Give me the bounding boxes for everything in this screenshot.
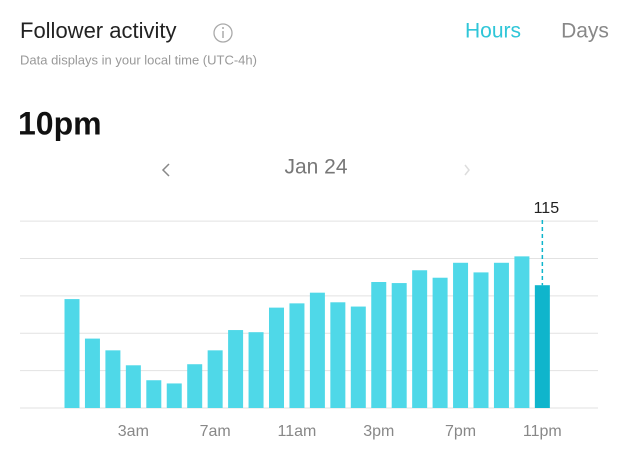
bar [371, 282, 387, 408]
info-icon[interactable] [213, 23, 233, 43]
bar [84, 338, 100, 408]
next-arrow[interactable] [464, 164, 470, 176]
bar [146, 380, 162, 408]
bar [289, 303, 305, 408]
title: Follower activity [20, 18, 176, 43]
x-tick-label: 11pm [523, 423, 562, 440]
bar [207, 350, 223, 408]
bar [432, 277, 448, 408]
tab[interactable]: Days [561, 20, 609, 43]
bar [269, 307, 284, 408]
subtitle: Data displays in your local time (UTC-4h… [20, 52, 257, 67]
bar [125, 365, 141, 408]
info-circle [213, 23, 233, 43]
value-label: 115 [534, 200, 560, 217]
x-tick-label: 11am [278, 423, 317, 440]
bar [493, 262, 509, 408]
bar [64, 299, 80, 408]
bar [473, 272, 489, 408]
bar [534, 285, 550, 408]
bar [105, 350, 121, 408]
x-tick-label: 3am [118, 423, 149, 440]
bar [166, 383, 182, 408]
bar [412, 270, 428, 408]
x-tick-label: 7am [200, 423, 231, 440]
bar [350, 306, 366, 408]
bar [514, 256, 530, 408]
x-tick-label: 3pm [363, 423, 394, 440]
bar [228, 330, 244, 408]
bar [453, 262, 469, 408]
date-label: Jan 24 [284, 156, 347, 179]
bar [309, 292, 325, 408]
prev-arrow[interactable] [161, 163, 170, 177]
bar [330, 302, 346, 408]
x-tick-label: 7pm [445, 423, 476, 440]
tab[interactable]: Hours [465, 20, 521, 43]
info-dot [222, 27, 224, 29]
bar [187, 364, 203, 408]
bar [248, 332, 264, 408]
bar [391, 283, 407, 408]
selected-time: 10pm [18, 105, 102, 141]
